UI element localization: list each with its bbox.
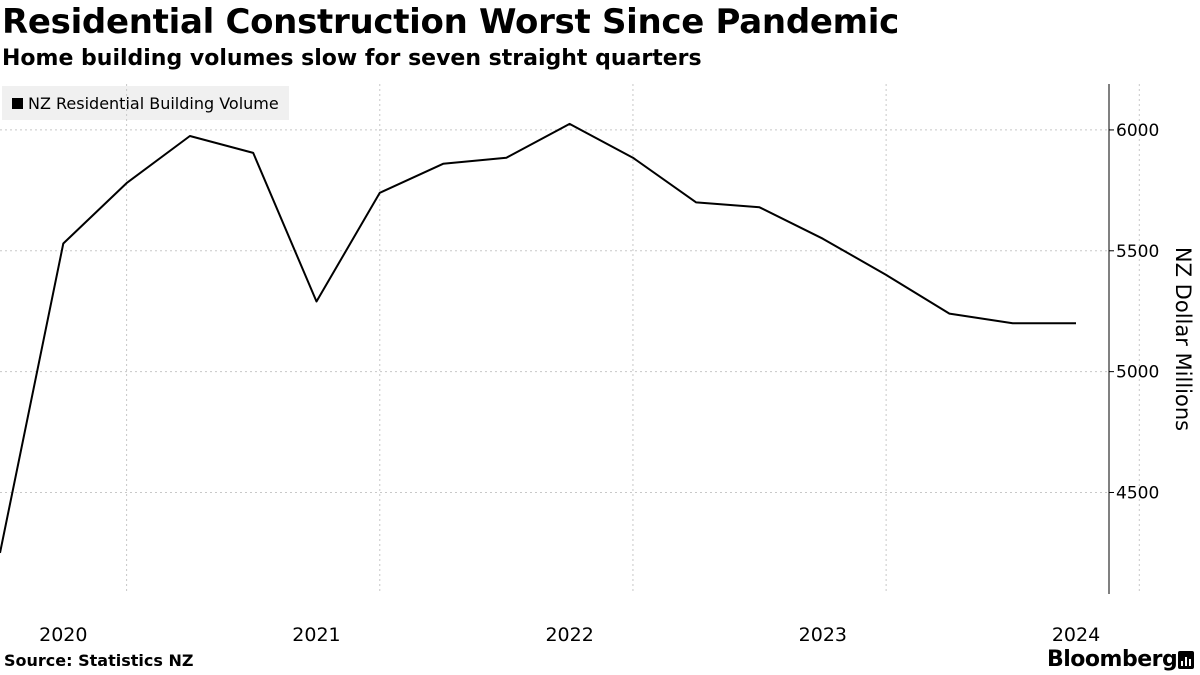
y-axis-label: NZ Dollar Millions xyxy=(1171,247,1195,431)
x-tick-label: 2021 xyxy=(292,624,340,646)
gridlines xyxy=(0,84,1140,594)
series-line xyxy=(0,122,1076,554)
legend-label: NZ Residential Building Volume xyxy=(28,93,279,113)
x-tick-label: 2024 xyxy=(1052,624,1100,646)
brand-logo: Bloomberg xyxy=(1047,647,1178,672)
y-tick-label: 4500 xyxy=(1116,483,1159,503)
y-tick-label: 5500 xyxy=(1116,242,1159,262)
series-group xyxy=(0,122,1076,554)
source-note: Source: Statistics NZ xyxy=(4,651,194,670)
x-axis-ticks: 2020 2021 2022 2023 2024 xyxy=(39,624,1100,646)
y-tick-label: 5000 xyxy=(1116,363,1159,383)
bloomberg-bar-chart-icon xyxy=(1178,651,1194,669)
y-tick-label: 6000 xyxy=(1116,121,1159,141)
chart-title: Residential Construction Worst Since Pan… xyxy=(2,2,899,42)
y-axis-ticks: 4500 5000 5500 6000 xyxy=(1109,121,1159,503)
x-tick-label: 2022 xyxy=(545,624,593,646)
legend: NZ Residential Building Volume xyxy=(2,86,289,120)
x-tick-label: 2023 xyxy=(799,624,847,646)
legend-swatch xyxy=(12,97,23,109)
x-tick-label: 2020 xyxy=(39,624,87,646)
chart-subtitle: Home building volumes slow for seven str… xyxy=(2,46,702,71)
